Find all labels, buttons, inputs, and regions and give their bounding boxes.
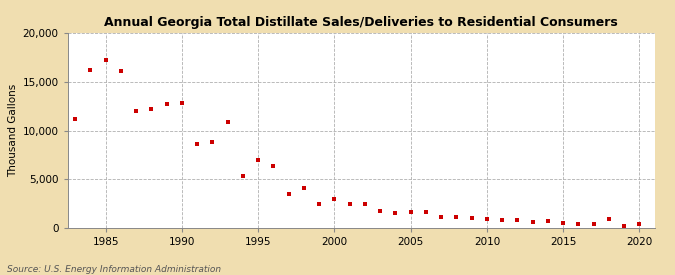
Point (421, 210, 431, 214)
Point (543, 219, 554, 224)
Point (344, 202, 355, 206)
Point (252, 158, 263, 162)
Point (146, 107, 157, 111)
Point (573, 222, 584, 227)
Point (207, 140, 218, 145)
Point (589, 222, 599, 227)
Title: Annual Georgia Total Distillate Sales/Deliveries to Residential Consumers: Annual Georgia Total Distillate Sales/De… (104, 16, 618, 29)
Y-axis label: Thousand Gallons: Thousand Gallons (8, 84, 18, 177)
Point (619, 224, 630, 229)
Point (527, 220, 538, 225)
Text: Source: U.S. Energy Information Administration: Source: U.S. Energy Information Administ… (7, 265, 221, 274)
Point (115, 69, 126, 73)
Point (512, 218, 523, 223)
Point (390, 210, 401, 215)
Point (131, 109, 142, 113)
Point (238, 173, 248, 178)
Point (634, 222, 645, 227)
Point (329, 197, 340, 201)
Point (360, 202, 371, 206)
Point (284, 192, 294, 196)
Point (481, 217, 492, 222)
Point (436, 214, 447, 219)
Point (85, 68, 96, 72)
Point (451, 214, 462, 219)
Point (298, 186, 309, 190)
Point (222, 120, 233, 124)
Point (405, 210, 416, 214)
Point (558, 221, 568, 226)
Point (268, 164, 279, 168)
Point (603, 217, 614, 222)
Point (314, 202, 325, 206)
Point (375, 208, 385, 213)
Point (70, 117, 80, 121)
Point (176, 101, 187, 106)
Point (100, 58, 111, 62)
Point (497, 218, 508, 223)
Point (466, 215, 477, 220)
Point (192, 142, 202, 147)
Point (161, 102, 172, 106)
